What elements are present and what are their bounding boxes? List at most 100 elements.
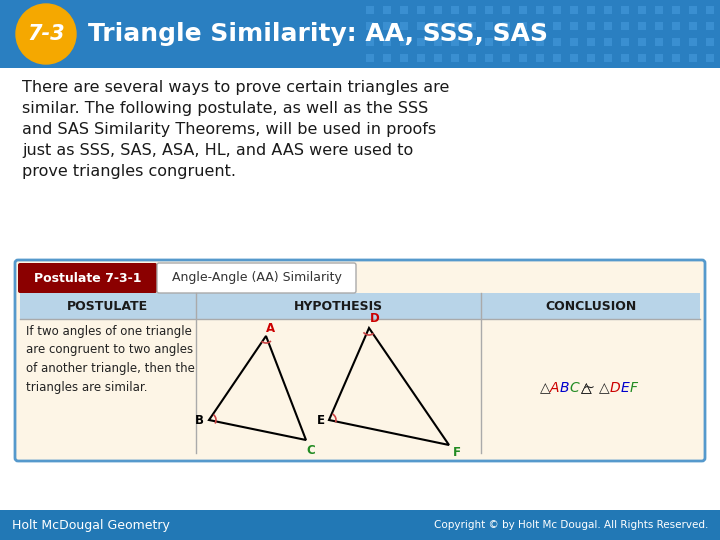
Bar — [502, 54, 510, 62]
Text: E: E — [317, 414, 325, 427]
Bar — [468, 38, 476, 46]
Bar — [604, 38, 612, 46]
Bar — [604, 54, 612, 62]
Bar — [553, 22, 561, 30]
Bar — [553, 6, 561, 14]
Bar — [706, 6, 714, 14]
Bar — [417, 38, 425, 46]
Text: Angle-Angle (AA) Similarity: Angle-Angle (AA) Similarity — [171, 272, 341, 285]
Bar — [400, 54, 408, 62]
Bar — [672, 6, 680, 14]
Bar — [451, 54, 459, 62]
Text: ~: ~ — [579, 381, 599, 395]
Bar — [400, 38, 408, 46]
Bar — [417, 6, 425, 14]
Bar — [434, 54, 442, 62]
Bar — [468, 6, 476, 14]
Bar — [587, 22, 595, 30]
Text: Triangle Similarity: AA, SSS, SAS: Triangle Similarity: AA, SSS, SAS — [88, 22, 548, 46]
Bar — [638, 54, 646, 62]
Bar — [621, 6, 629, 14]
Bar — [434, 38, 442, 46]
Bar — [689, 6, 697, 14]
Bar — [451, 22, 459, 30]
Bar — [485, 54, 493, 62]
Bar — [638, 22, 646, 30]
Text: D: D — [610, 381, 621, 395]
Text: C: C — [569, 381, 579, 395]
Bar — [536, 38, 544, 46]
Circle shape — [16, 4, 76, 64]
Text: F: F — [453, 447, 461, 460]
Bar — [519, 6, 527, 14]
Bar — [587, 6, 595, 14]
Bar — [417, 54, 425, 62]
Bar — [655, 22, 663, 30]
Text: D: D — [370, 313, 380, 326]
Text: F: F — [629, 381, 637, 395]
Bar — [672, 38, 680, 46]
Bar — [536, 6, 544, 14]
Bar — [587, 38, 595, 46]
Text: If two angles of one triangle
are congruent to two angles
of another triangle, t: If two angles of one triangle are congru… — [26, 325, 195, 394]
Text: Postulate 7-3-1: Postulate 7-3-1 — [34, 272, 141, 285]
Bar — [417, 22, 425, 30]
Bar — [706, 54, 714, 62]
Bar — [383, 6, 391, 14]
Bar — [519, 54, 527, 62]
Bar — [587, 54, 595, 62]
Text: 7-3: 7-3 — [27, 24, 65, 44]
Bar — [0, 0, 720, 68]
Bar — [366, 6, 374, 14]
Bar — [20, 293, 700, 319]
Bar — [655, 38, 663, 46]
Bar — [570, 38, 578, 46]
Bar — [570, 54, 578, 62]
Bar — [553, 38, 561, 46]
Bar — [485, 6, 493, 14]
Bar — [468, 22, 476, 30]
Bar — [383, 22, 391, 30]
Bar — [621, 38, 629, 46]
Bar — [400, 6, 408, 14]
Text: B: B — [559, 381, 569, 395]
Bar — [434, 22, 442, 30]
Bar — [689, 22, 697, 30]
Bar — [383, 38, 391, 46]
Text: △: △ — [539, 381, 550, 395]
FancyBboxPatch shape — [157, 263, 356, 293]
Bar — [502, 22, 510, 30]
Bar — [451, 38, 459, 46]
Bar — [672, 54, 680, 62]
Bar — [366, 54, 374, 62]
Bar — [502, 38, 510, 46]
Bar — [553, 54, 561, 62]
Text: HYPOTHESIS: HYPOTHESIS — [294, 300, 383, 313]
Text: POSTULATE: POSTULATE — [66, 300, 148, 313]
Bar — [536, 54, 544, 62]
Bar — [519, 22, 527, 30]
FancyBboxPatch shape — [15, 260, 705, 461]
Bar — [451, 6, 459, 14]
Text: △: △ — [581, 381, 592, 395]
Bar — [383, 54, 391, 62]
Bar — [570, 22, 578, 30]
Bar — [570, 6, 578, 14]
Bar — [621, 54, 629, 62]
Bar — [519, 38, 527, 46]
Bar — [655, 6, 663, 14]
Text: Holt McDougal Geometry: Holt McDougal Geometry — [12, 518, 170, 531]
Bar — [621, 22, 629, 30]
Text: E: E — [621, 381, 629, 395]
Text: CONCLUSION: CONCLUSION — [546, 300, 637, 313]
Bar — [672, 22, 680, 30]
Bar — [638, 38, 646, 46]
Text: B: B — [194, 414, 204, 427]
Bar — [434, 6, 442, 14]
Bar — [706, 22, 714, 30]
Bar — [604, 6, 612, 14]
Bar — [638, 6, 646, 14]
Bar — [400, 22, 408, 30]
Bar — [366, 22, 374, 30]
Bar — [689, 54, 697, 62]
